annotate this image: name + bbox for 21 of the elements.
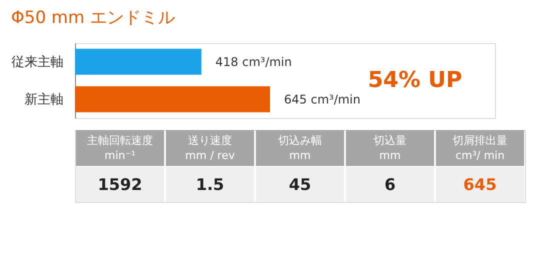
y-tick-label: 新主軸 [24,91,64,108]
data-label: 645 cm³/min [284,92,360,106]
text: mm [379,149,401,162]
text: 6 [384,175,396,194]
text: 送り速度 [188,134,232,147]
chart-title: Φ50 mm エンドミル [11,8,175,28]
text: 1.5 [196,175,224,194]
data-label: 418 cm³/min [215,54,292,69]
text: 45 [288,175,312,194]
text: 645 [463,175,497,194]
text: mm / rev [185,149,236,162]
y-tick-label: 従来主軸 [12,54,64,70]
text: cm³/ min [455,149,505,162]
text: 切込量 [374,134,406,147]
text: mm [289,149,311,162]
text: 切屑排出量 [452,134,508,147]
text: 54% UP [368,68,462,93]
text: 1592 [98,175,142,194]
text: min⁻¹ [104,149,136,162]
text: 主軸回転速度 [87,134,153,147]
text: 切込み幅 [278,134,322,147]
